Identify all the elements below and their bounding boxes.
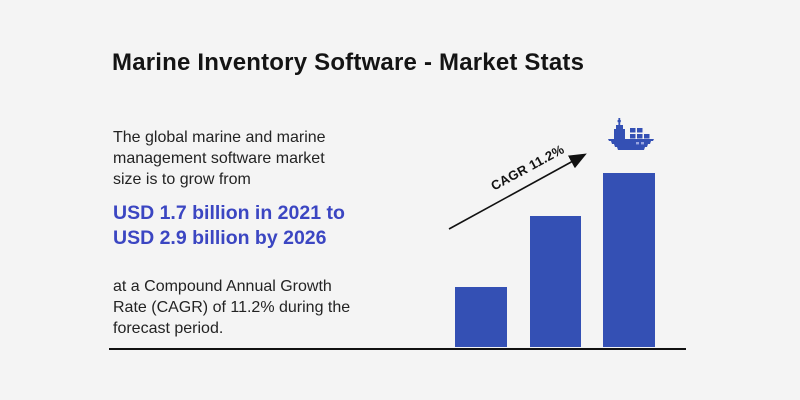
outro-line: Rate (CAGR) of 11.2% during the <box>113 299 351 316</box>
chart-bar-3 <box>603 173 655 347</box>
outro-line: forecast period. <box>113 320 224 337</box>
growth-arrow <box>448 153 587 230</box>
outro-line: at a Compound Annual Growth <box>113 278 332 295</box>
highlight-line: USD 2.9 billion by 2026 <box>113 226 327 249</box>
intro-line: management software market <box>113 150 325 167</box>
intro-line: size is to grow from <box>113 171 251 188</box>
intro-line: The global marine and marine <box>113 129 326 146</box>
cagr-paragraph: at a Compound Annual Growth Rate (CAGR) … <box>113 276 413 339</box>
chart-baseline <box>109 348 686 350</box>
chart-bar-1 <box>455 287 507 347</box>
chart-bar-2 <box>530 216 581 347</box>
page-title: Marine Inventory Software - Market Stats <box>112 49 585 77</box>
highlight-line: USD 1.7 billion in 2021 to <box>113 202 345 224</box>
market-size-highlight: USD 1.7 billion in 2021 to USD 2.9 billi… <box>113 201 433 250</box>
intro-paragraph: The global marine and marine management … <box>113 127 413 190</box>
cargo-ship-icon <box>608 118 654 150</box>
